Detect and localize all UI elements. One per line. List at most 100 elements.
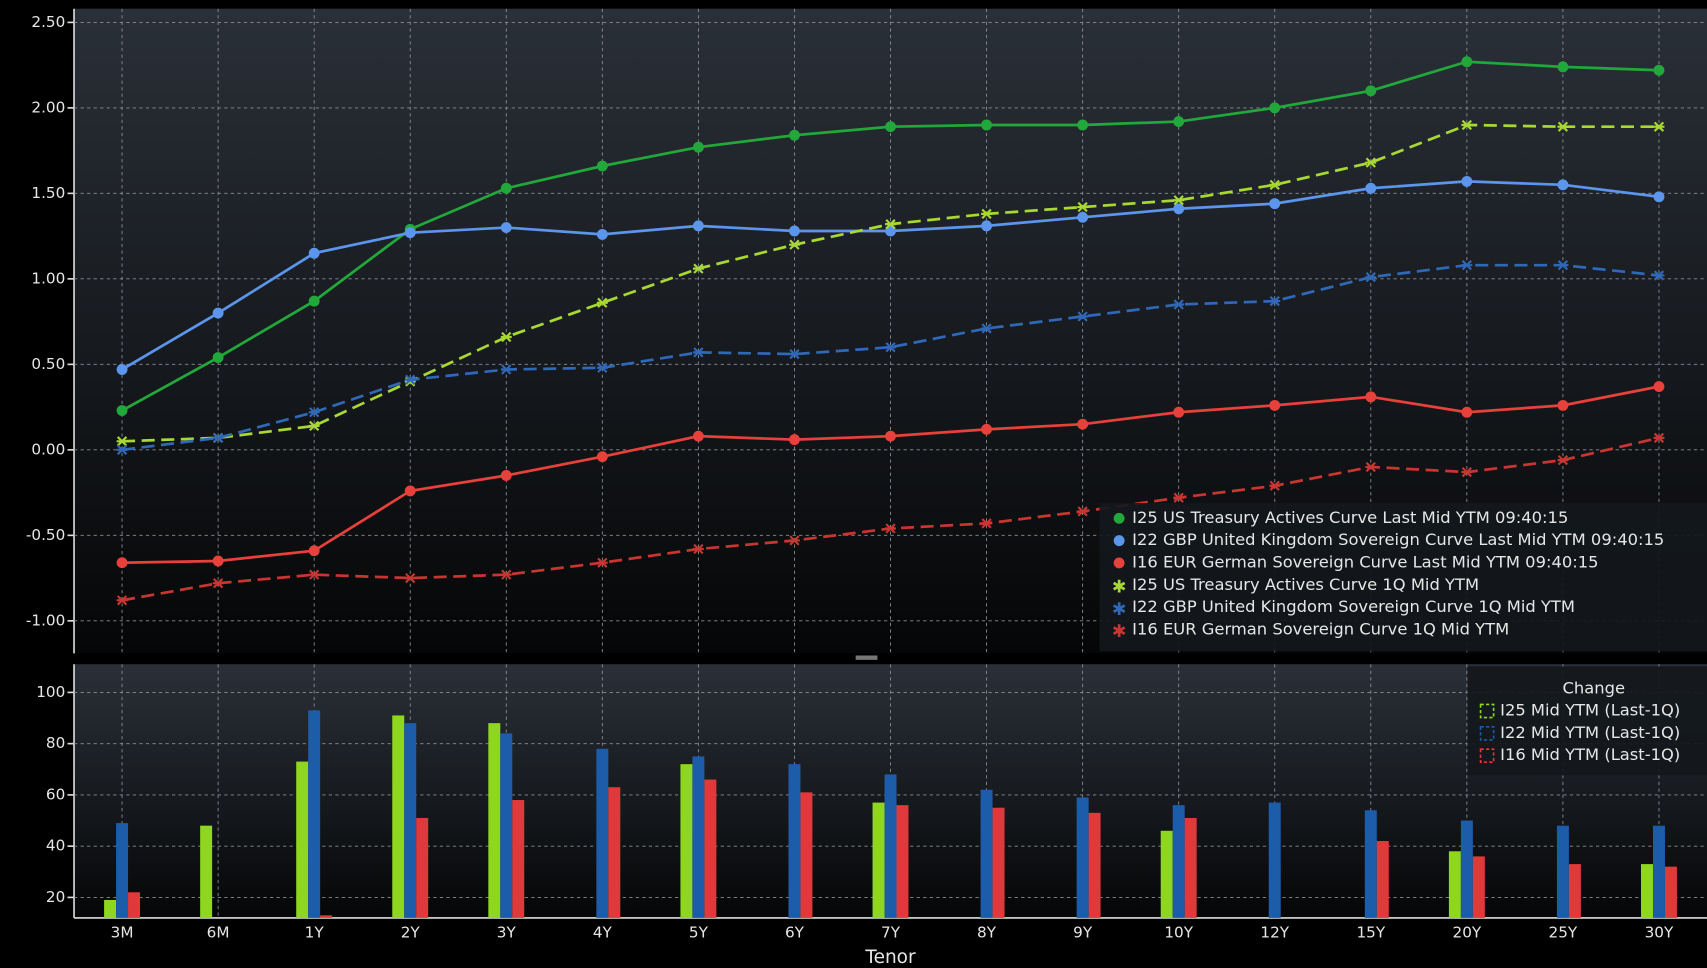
point	[1365, 391, 1377, 403]
point	[692, 220, 704, 232]
point	[1461, 119, 1473, 131]
x-tick-label: 6M	[207, 924, 230, 942]
point	[1173, 195, 1185, 206]
point	[1269, 399, 1281, 411]
point	[116, 595, 128, 606]
point	[1269, 480, 1281, 491]
point	[308, 295, 320, 307]
point	[1077, 311, 1089, 322]
point	[692, 347, 704, 358]
x-tick-label: 1Y	[305, 924, 325, 942]
legend-marker	[1113, 535, 1125, 547]
point	[1173, 492, 1185, 503]
point	[1461, 406, 1473, 418]
splitter	[855, 655, 878, 660]
point	[885, 430, 896, 442]
point	[789, 129, 800, 141]
point	[212, 578, 224, 589]
bar	[488, 723, 501, 918]
bar	[1472, 856, 1485, 918]
point	[596, 160, 608, 172]
y-tick-label: 1.50	[31, 184, 65, 202]
x-tick-label: 10Y	[1164, 924, 1193, 942]
point	[116, 557, 128, 569]
point	[596, 451, 608, 463]
legend-marker: ✱	[1112, 600, 1127, 620]
bar	[1568, 864, 1581, 918]
x-tick-label: 3Y	[497, 924, 517, 942]
bar	[704, 779, 717, 918]
y-tick-label: 0.50	[31, 355, 65, 373]
bar	[608, 787, 621, 918]
point	[1557, 399, 1569, 411]
point	[885, 523, 896, 534]
point	[212, 432, 224, 444]
x-tick-label: 5Y	[689, 924, 709, 942]
bar	[788, 764, 801, 918]
point	[596, 297, 608, 308]
bar	[1652, 825, 1665, 918]
x-tick-label: 15Y	[1356, 924, 1385, 942]
bar	[872, 802, 885, 918]
point	[981, 518, 993, 529]
bar	[896, 805, 909, 918]
point	[404, 485, 416, 497]
bar	[680, 764, 693, 918]
point	[981, 208, 993, 220]
point	[1461, 175, 1473, 187]
bar	[884, 774, 897, 918]
point	[1365, 461, 1377, 473]
y-tick-label: 20	[46, 888, 65, 906]
legend-label: I22 Mid YTM (Last-1Q)	[1500, 723, 1680, 742]
point	[116, 436, 128, 447]
series-line	[121, 263, 1660, 452]
point	[596, 362, 608, 373]
bar	[200, 825, 213, 918]
y-tick-label: -0.50	[26, 526, 65, 544]
point	[1173, 406, 1185, 418]
y-tick-label: 40	[46, 837, 65, 855]
point	[789, 348, 800, 360]
legend-label: I25 Mid YTM (Last-1Q)	[1500, 701, 1680, 720]
x-tick-label: 2Y	[401, 924, 421, 942]
legend-label: I22 GBP United Kingdom Sovereign Curve 1…	[1132, 597, 1575, 616]
x-tick-label: 12Y	[1260, 924, 1289, 942]
x-tick-label: 3M	[111, 924, 134, 942]
point	[981, 423, 993, 435]
bar	[1376, 841, 1389, 918]
point	[1557, 179, 1569, 191]
point	[500, 222, 512, 234]
point	[500, 182, 512, 194]
legend-box	[1099, 503, 1707, 652]
point	[981, 220, 993, 232]
bar	[1088, 812, 1101, 918]
point	[692, 263, 704, 274]
bar	[392, 715, 405, 918]
x-tick-label: 20Y	[1453, 924, 1482, 942]
legend-label: I22 GBP United Kingdom Sovereign Curve L…	[1132, 530, 1664, 549]
point	[1653, 64, 1665, 76]
point	[500, 364, 512, 375]
point	[500, 331, 512, 343]
point	[1077, 418, 1089, 430]
point	[596, 228, 608, 240]
bar	[1448, 851, 1461, 918]
legend-label: I16 EUR German Sovereign Curve Last Mid …	[1132, 552, 1598, 571]
point	[1461, 466, 1473, 478]
bar	[1641, 864, 1653, 918]
y-tick-label: 100	[36, 683, 65, 701]
point	[500, 470, 512, 481]
point	[1653, 270, 1665, 281]
legend-marker	[1113, 512, 1125, 524]
point	[1077, 119, 1089, 131]
point	[404, 227, 416, 239]
point	[1557, 121, 1569, 132]
bar	[128, 892, 141, 918]
x-tick-label: 8Y	[977, 924, 997, 942]
point	[1077, 211, 1089, 223]
point	[212, 307, 224, 319]
bar	[692, 756, 705, 918]
x-axis-title: Tenor	[864, 947, 916, 968]
point	[1173, 299, 1185, 310]
point	[789, 225, 800, 237]
